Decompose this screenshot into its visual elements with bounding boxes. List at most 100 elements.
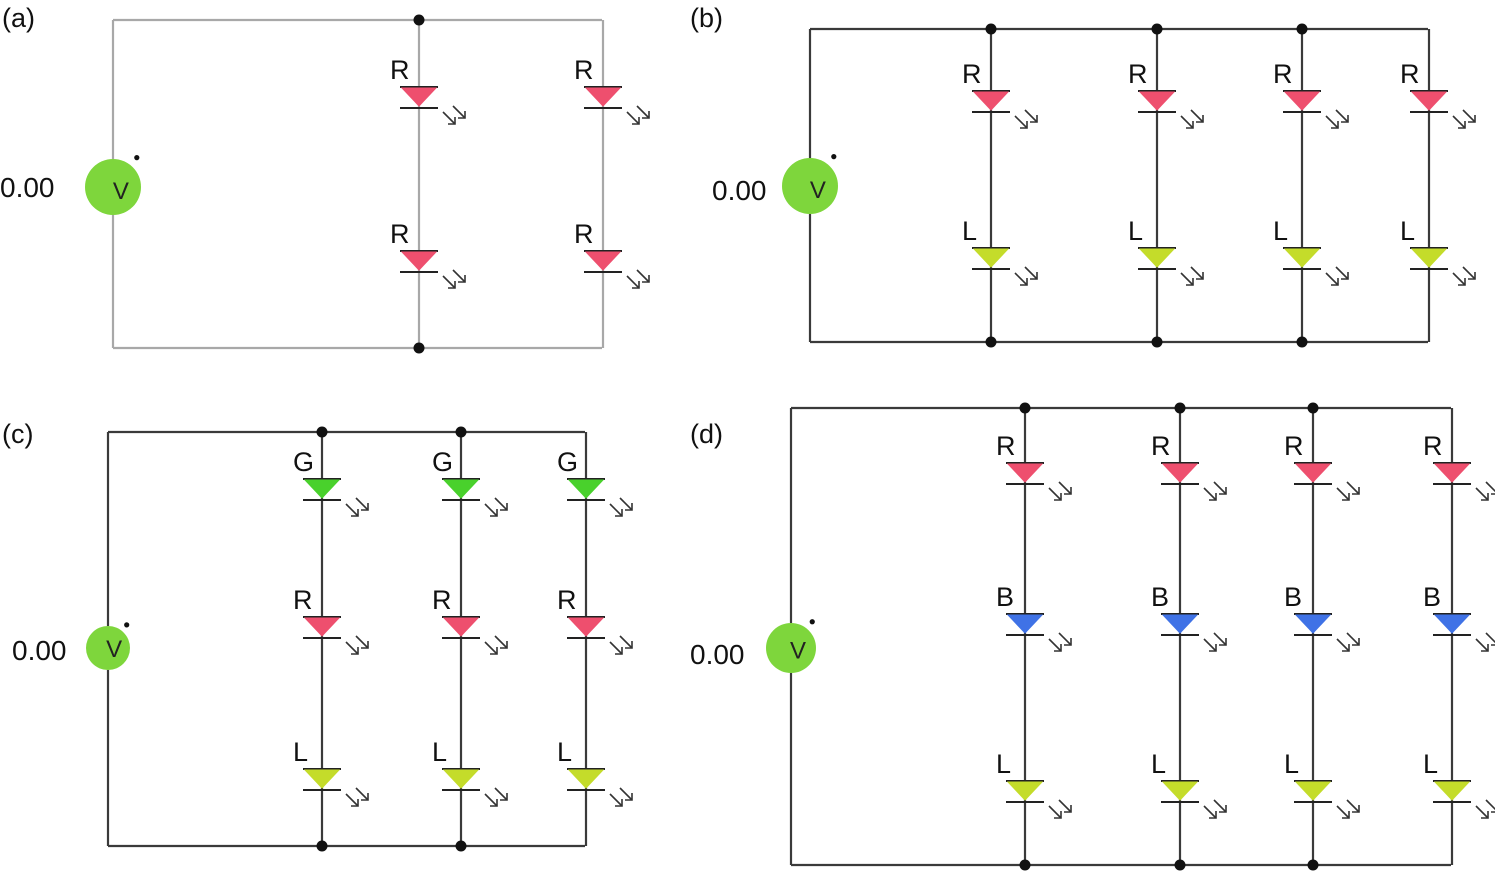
source-circle-icon (85, 159, 141, 215)
led-label: R (1151, 431, 1171, 461)
junction-node (1019, 402, 1031, 414)
junction-node (985, 336, 997, 348)
led-label: R (574, 55, 594, 85)
junction-node (455, 426, 467, 438)
diode-triangle (442, 617, 480, 637)
voltage-readout: 0.00 (0, 172, 55, 203)
diode-triangle (1294, 463, 1332, 483)
junction-node (316, 840, 328, 852)
led-L: L (1151, 749, 1227, 819)
light-emission-arrows-icon (1475, 799, 1495, 819)
light-emission-arrows-icon (1048, 481, 1072, 501)
junction-node (1151, 23, 1163, 35)
led-label: L (293, 737, 308, 767)
light-emission-arrows-icon (484, 635, 508, 655)
source-letter: V (790, 638, 806, 665)
led-label: L (1273, 216, 1288, 246)
led-R: R (1400, 59, 1476, 129)
led-G: G (557, 447, 633, 517)
light-emission-arrows-icon (484, 787, 508, 807)
junction-node (1296, 23, 1308, 35)
light-emission-arrows-icon (609, 635, 633, 655)
diode-triangle (584, 87, 622, 107)
led-R: R (1284, 431, 1360, 501)
diode-triangle (567, 617, 605, 637)
led-L: L (432, 737, 508, 807)
diode-triangle (1006, 614, 1044, 634)
light-emission-arrows-icon (1180, 109, 1204, 129)
diode-triangle (584, 251, 622, 271)
junction-node (316, 426, 328, 438)
junction-node (1151, 336, 1163, 348)
diode-triangle (1161, 463, 1199, 483)
junction-node (985, 23, 997, 35)
junction-node (1174, 859, 1186, 871)
diode-triangle (1294, 781, 1332, 801)
light-emission-arrows-icon (1048, 799, 1072, 819)
voltage-readout: 0.00 (712, 175, 767, 206)
light-emission-arrows-icon (1325, 109, 1349, 129)
led-R: R (1151, 431, 1227, 501)
led-label: L (962, 216, 977, 246)
led-label: G (432, 447, 453, 477)
diode-triangle (303, 479, 341, 499)
diode-triangle (1006, 781, 1044, 801)
panel-label: (d) (690, 419, 723, 449)
light-emission-arrows-icon (345, 497, 369, 517)
led-L: L (1273, 216, 1349, 286)
led-R: R (390, 55, 466, 125)
led-label: R (1423, 431, 1443, 461)
diode-triangle (972, 91, 1010, 111)
led-label: B (996, 582, 1014, 612)
diode-triangle (400, 87, 438, 107)
diode-triangle (442, 769, 480, 789)
source-circle-icon (782, 158, 838, 214)
circuit-wires (106, 430, 588, 848)
voltage-source: V (782, 154, 838, 214)
junction-node (413, 14, 425, 26)
light-emission-arrows-icon (1336, 632, 1360, 652)
panel-c: (c) V 0.00 G R L G R L G R L (2, 419, 633, 852)
circuit-wires (808, 27, 1431, 344)
led-label: L (432, 737, 447, 767)
led-L: L (1423, 749, 1495, 819)
led-R: R (557, 585, 633, 655)
diode-triangle (1283, 91, 1321, 111)
led-label: B (1151, 582, 1169, 612)
voltage-readout: 0.00 (690, 639, 745, 670)
junction-node (1296, 336, 1308, 348)
diode-triangle (1294, 614, 1332, 634)
diode-triangle (1410, 248, 1448, 268)
diode-triangle (303, 617, 341, 637)
led-label: L (1400, 216, 1415, 246)
source-letter: V (106, 636, 122, 663)
light-emission-arrows-icon (442, 105, 466, 125)
voltage-source: V (85, 155, 141, 215)
panel-label: (a) (2, 3, 35, 33)
led-R: R (962, 59, 1038, 129)
led-L: L (557, 737, 633, 807)
led-label: R (962, 59, 982, 89)
diode-triangle (1006, 463, 1044, 483)
light-emission-arrows-icon (609, 497, 633, 517)
led-label: R (1273, 59, 1293, 89)
led-label: R (557, 585, 577, 615)
diode-triangle (1433, 463, 1471, 483)
light-emission-arrows-icon (484, 497, 508, 517)
led-label: L (1423, 749, 1438, 779)
led-L: L (1400, 216, 1476, 286)
diode-triangle (1283, 248, 1321, 268)
light-emission-arrows-icon (1325, 266, 1349, 286)
voltage-source: V (86, 622, 130, 670)
diode-triangle (1433, 781, 1471, 801)
led-R: R (574, 55, 650, 125)
diode-triangle (1161, 781, 1199, 801)
light-emission-arrows-icon (442, 269, 466, 289)
led-L: L (293, 737, 369, 807)
led-label: R (996, 431, 1016, 461)
led-label: R (1128, 59, 1148, 89)
light-emission-arrows-icon (1475, 481, 1495, 501)
led-B: B (1284, 582, 1360, 652)
led-R: R (432, 585, 508, 655)
led-label: L (1284, 749, 1299, 779)
